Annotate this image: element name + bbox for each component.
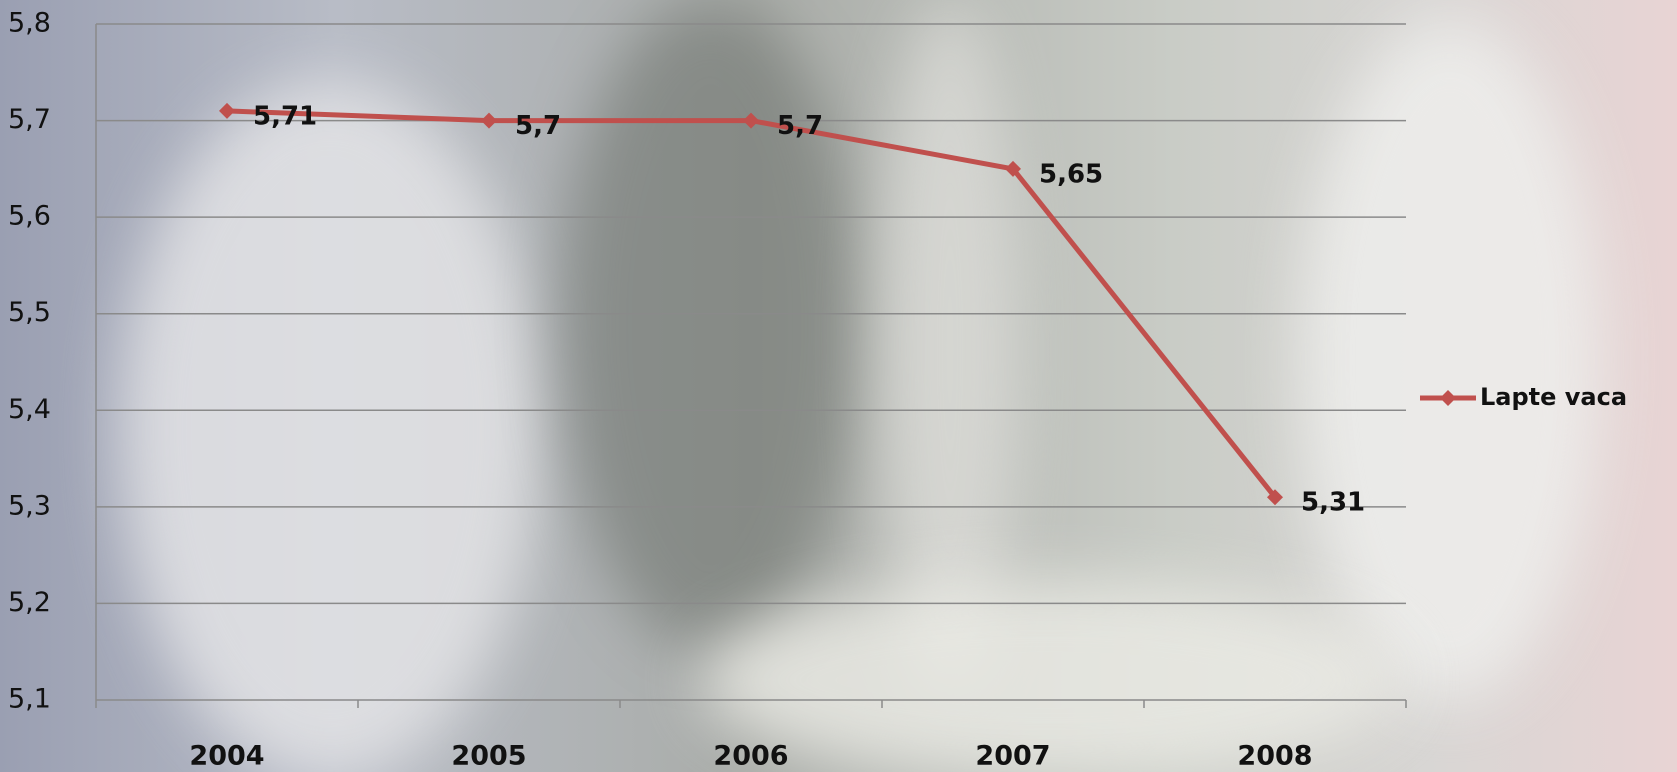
line [226,108,1277,499]
data-label: 5,31 [1301,488,1365,518]
marker [743,112,759,129]
legend-label: Lapte vaca [1480,383,1627,411]
y-tick-label: 5,3 [8,490,51,521]
y-tick-label: 5,7 [8,104,51,135]
x-tick-label: 2004 [189,741,264,772]
marker [219,102,235,119]
legend-marker [1440,390,1456,406]
y-tick-label: 5,4 [8,394,51,425]
x-tick-label: 2007 [975,741,1050,772]
y-tick-label: 5,1 [8,684,51,715]
data-label: 5,65 [1039,159,1103,189]
data-label: 5,7 [515,111,561,141]
y-tick-label: 5,6 [8,201,51,232]
x-tick-label: 2008 [1237,741,1312,772]
marker [1267,489,1283,506]
data-label: 5,7 [777,111,823,141]
y-tick-label: 5,5 [8,297,51,328]
y-tick-label: 5,8 [8,8,51,39]
marker [481,112,497,129]
data-label: 5,71 [253,101,317,131]
x-tick-label: 2006 [713,741,788,772]
x-tick-label: 2005 [451,741,526,772]
marker [1005,160,1021,177]
y-tick-label: 5,2 [8,587,51,618]
